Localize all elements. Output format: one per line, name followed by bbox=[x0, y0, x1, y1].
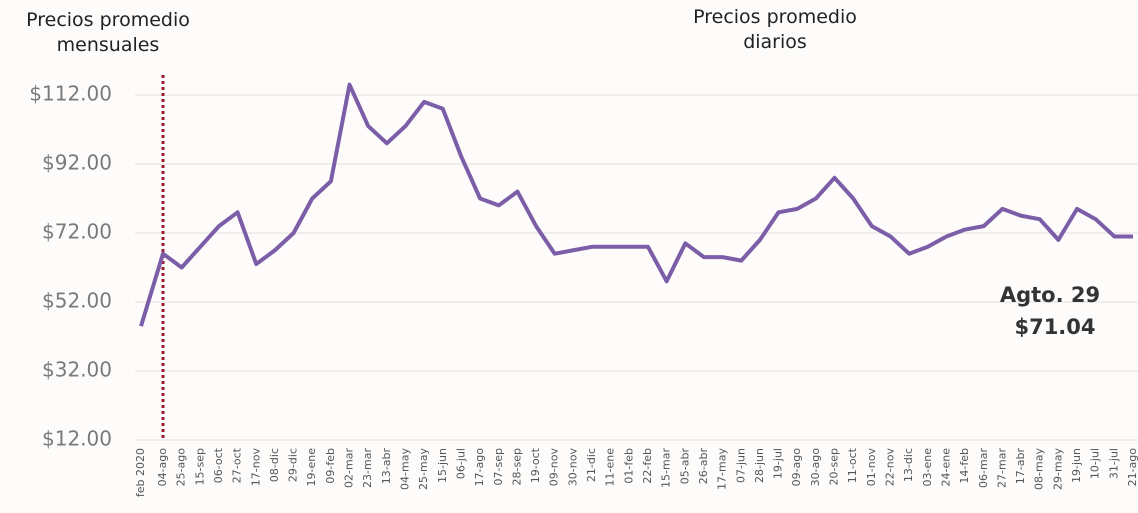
x-tick-label: 20-sep bbox=[828, 448, 841, 485]
x-tick-label: 26-abr bbox=[697, 448, 710, 485]
x-tick-label: 23-mar bbox=[361, 448, 374, 488]
x-tick-label: 22-nov bbox=[884, 448, 897, 487]
x-tick-label: 30-ago bbox=[809, 448, 822, 487]
x-tick-label: 17-ago bbox=[473, 448, 486, 487]
x-tick-label: 07-jun bbox=[734, 448, 747, 483]
heading: Precios promedio bbox=[26, 9, 190, 31]
x-tick-label: 08-may bbox=[1033, 448, 1046, 490]
price-line bbox=[141, 85, 1133, 327]
x-tick-label: 05-abr bbox=[678, 448, 691, 485]
x-tick-label: 29-may bbox=[1051, 448, 1064, 490]
x-tick-label: 08-dic bbox=[268, 448, 281, 482]
x-tick-label: 21-ago bbox=[1126, 448, 1138, 487]
y-tick-label: $72.00 bbox=[42, 220, 112, 244]
heading: Precios promedio bbox=[693, 6, 857, 28]
x-tick-label: 19-jul bbox=[772, 448, 785, 479]
annotation: Agto. 29 bbox=[1000, 283, 1100, 307]
x-tick-label: 06-jul bbox=[454, 448, 467, 479]
x-tick-label: 06-oct bbox=[212, 447, 225, 483]
x-tick-label: 29-dic bbox=[287, 448, 300, 482]
x-tick-label: 11-oct bbox=[846, 447, 859, 483]
x-tick-label: 01-feb bbox=[622, 448, 635, 484]
x-tick-label: 21-dic bbox=[585, 448, 598, 482]
x-tick-label: 24-ene bbox=[939, 448, 952, 487]
x-tick-label: 25-may bbox=[417, 448, 430, 490]
x-tick-label: 28-sep bbox=[510, 448, 523, 485]
x-tick-label: 04-may bbox=[399, 448, 412, 490]
x-tick-label: feb 2020 bbox=[134, 448, 147, 497]
x-tick-label: 25-ago bbox=[175, 448, 188, 487]
y-tick-label: $92.00 bbox=[42, 151, 112, 175]
x-tick-label: 03-ene bbox=[921, 448, 934, 487]
x-tick-label: 27-oct bbox=[231, 447, 244, 483]
x-tick-label: 19-jun bbox=[1070, 448, 1083, 483]
x-tick-label: 09-ago bbox=[790, 448, 803, 487]
x-tick-label: 17-abr bbox=[1014, 448, 1027, 485]
x-tick-label: 04-ago bbox=[156, 448, 169, 487]
heading: mensuales bbox=[57, 34, 160, 56]
x-tick-label: 14-feb bbox=[958, 448, 971, 484]
x-tick-label: 17-may bbox=[716, 448, 729, 490]
x-tick-label: 19-ene bbox=[305, 448, 318, 487]
x-tick-label: 02-mar bbox=[343, 448, 356, 488]
x-tick-label: 06-mar bbox=[977, 448, 990, 488]
chart: Precios promedio mensuales Precios prome… bbox=[0, 0, 1138, 513]
x-tick-label: 30-nov bbox=[566, 448, 579, 487]
x-tick-label: 07-sep bbox=[492, 448, 505, 485]
x-tick-label: 15-jun bbox=[436, 448, 449, 483]
x-tick-label: 28-jun bbox=[753, 448, 766, 483]
y-tick-label: $12.00 bbox=[42, 427, 112, 451]
x-tick-label: 22-feb bbox=[641, 448, 654, 484]
heading: diarios bbox=[743, 31, 807, 53]
x-tick-label: 10-jul bbox=[1089, 448, 1102, 479]
x-tick-label: 01-nov bbox=[865, 448, 878, 487]
x-tick-label: 31-jul bbox=[1107, 448, 1120, 479]
y-tick-label: $112.00 bbox=[29, 82, 112, 106]
x-tick-label: 15-mar bbox=[660, 448, 673, 488]
x-tick-label: 09-nov bbox=[548, 448, 561, 487]
y-tick-label: $52.00 bbox=[42, 289, 112, 313]
x-tick-label: 27-mar bbox=[995, 448, 1008, 488]
x-tick-label: 19-oct bbox=[529, 447, 542, 483]
x-tick-label: 11-ene bbox=[604, 448, 617, 487]
x-tick-label: 13-abr bbox=[380, 448, 393, 485]
x-tick-label: 15-sep bbox=[193, 448, 206, 485]
x-tick-label: 13-dic bbox=[902, 448, 915, 482]
y-tick-label: $32.00 bbox=[42, 358, 112, 382]
annotation: $71.04 bbox=[1014, 315, 1095, 339]
x-tick-label: 09-feb bbox=[324, 448, 337, 484]
x-tick-label: 17-nov bbox=[249, 448, 262, 487]
